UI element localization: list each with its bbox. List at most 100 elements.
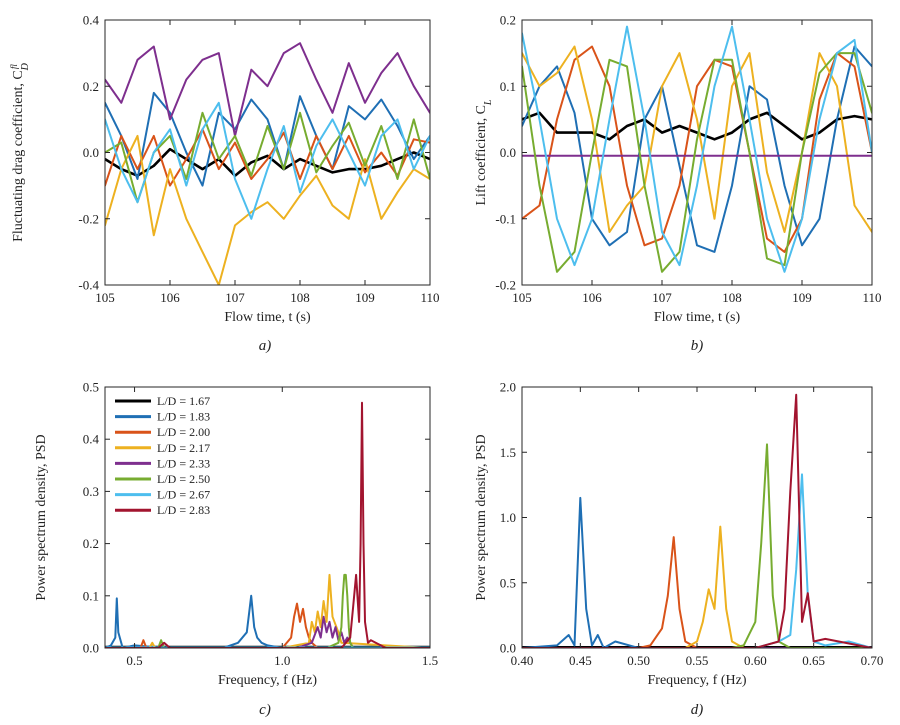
y-axis-label: Power spectrum density, PSD [474,434,489,600]
y-tick-label: 0.4 [83,432,100,447]
legend: L/D = 1.67 L/D = 1.83L/D = 2.00 L/D = 2.17… [115,394,210,517]
y-tick-label: -0.2 [495,278,516,293]
y-axis-label: Fluctuating drag coefficient, CDfl [9,62,31,242]
y-tick-label: -0.1 [495,211,516,226]
y-tick-label: 0.0 [500,641,516,656]
y-axis-label-subscript: L [483,99,494,106]
x-tick-label: 105 [512,290,532,305]
y-tick-label: 1.0 [500,510,516,525]
y-axis-label-text: Power spectrum density, PSD [34,434,49,600]
x-tick-label: 105 [95,290,115,305]
y-tick-label: -0.4 [78,278,99,293]
x-tick-label: 106 [160,290,180,305]
y-axis-label-superscript: fl [9,64,19,70]
legend-entry: L/D = 2.67 [157,488,210,502]
plot-frame-d [521,386,873,649]
series-line-d-3 [522,525,872,648]
legend-entry: L/D = 1.67 [157,394,210,408]
panel-b: 105 106 107 108 109 110 -0.2 -0.1 0.0 0.1 0.2 Flow … [474,13,882,355]
x-tick-label: 0.60 [744,653,767,668]
x-tick-label: 109 [792,290,812,305]
series-line-a-6 [105,101,430,220]
legend-entry: L/D = 1.83 [157,410,210,424]
y-tick-label: 0.2 [500,13,516,28]
series-line-a-0 [105,147,430,177]
x-tick-label: 106 [582,290,602,305]
y-axis-label-text: Fluctuating drag coefficient, C [11,70,26,242]
legend-entry: L/D = 2.17 [157,441,210,455]
x-tick-label: 0.50 [627,653,650,668]
y-tick-label: 0.3 [83,484,99,499]
series-line-c-5 [105,573,430,648]
y-tick-label: 0.0 [500,145,516,160]
x-axis-label: Flow time, t (s) [224,310,311,325]
x-tick-label: 0.40 [511,653,534,668]
x-tick-label: 0.45 [569,653,592,668]
y-tick-label: 0.1 [500,79,516,94]
x-axis-label: Flow time, t (s) [654,310,741,325]
panel-label-b: b) [691,338,704,354]
y-tick-label: 0.1 [83,588,99,603]
panel-label-d: d) [691,702,704,718]
legend-entry: L/D = 2.33 [157,456,210,470]
x-tick-label: 1.0 [274,653,290,668]
series-line-b-1 [522,45,872,253]
series-line-c-7 [105,401,430,648]
x-axis-label: Frequency, f (Hz) [218,673,317,688]
series-line-b-5 [522,52,872,273]
y-axis-label: Power spectrum density, PSD [34,434,49,600]
panel-c: 0.5 1.0 1.5 0.0 0.1 0.2 0.3 0.4 0.5 Frequency, f … [34,380,438,719]
y-axis-label-text: Lift coefficient, C [474,105,489,205]
series-line-c-3 [105,573,430,648]
x-tick-label: 108 [290,290,310,305]
y-tick-label: 0.2 [83,536,99,551]
series-line-c-2 [105,602,430,648]
x-tick-label: 109 [355,290,375,305]
x-tick-label: 110 [862,290,881,305]
y-tick-label: 0.5 [500,575,516,590]
legend-entry: L/D = 2.50 [157,472,210,486]
x-tick-label: 0.70 [861,653,884,668]
series-line-d-5 [522,443,872,648]
series-line-b-2 [522,45,872,253]
panel-label-a: a) [259,338,272,354]
series-line-b-6 [522,25,872,273]
x-tick-label: 110 [420,290,439,305]
panel-label-c: c) [259,702,271,718]
x-tick-label: 0.55 [686,653,709,668]
legend-entry: L/D = 2.83 [157,503,210,517]
x-tick-label: 108 [722,290,742,305]
y-axis-label-text: Power spectrum density, PSD [474,434,489,600]
y-tick-label: 0.0 [83,145,99,160]
y-axis-label-subscript: D [20,62,31,71]
x-tick-label: 0.65 [802,653,825,668]
panel-a: 105 106 107 108 109 110 -0.4 -0.2 0.0 0.2 0.4 Flow … [9,13,440,355]
legend-entry: L/D = 2.00 [157,425,210,439]
y-tick-label: 0.2 [83,79,99,94]
x-tick-label: 107 [225,290,245,305]
series-line-a-3 [105,134,430,285]
series-line-d-7 [522,393,872,648]
series-line-c-1 [105,594,284,648]
series-line-a-5 [105,111,430,204]
y-tick-label: 1.5 [500,445,516,460]
y-tick-label: 0.5 [83,380,99,395]
x-axis-label: Frequency, f (Hz) [648,673,747,688]
series-line-b-3 [522,45,872,233]
y-axis-label: Lift coefficient, CL [474,99,494,205]
y-tick-label: 0.0 [83,641,99,656]
series-line-a-1 [105,91,430,187]
y-tick-label: -0.2 [78,211,99,226]
y-tick-label: 2.0 [500,380,516,395]
plot-frame-c [104,386,431,649]
x-tick-label: 107 [652,290,672,305]
series-line-c-4 [105,615,430,648]
x-tick-label: 1.5 [422,653,438,668]
series-line-a-2 [105,128,430,187]
x-tick-label: 0.5 [126,653,142,668]
series-line-d-1 [522,496,872,648]
series-line-a-4 [105,42,430,137]
y-tick-label: 0.4 [83,13,100,28]
panel-d: 0.40 0.45 0.50 0.55 0.60 0.65 0.70 0.0 0.5 1.0 1.5… [474,380,883,719]
